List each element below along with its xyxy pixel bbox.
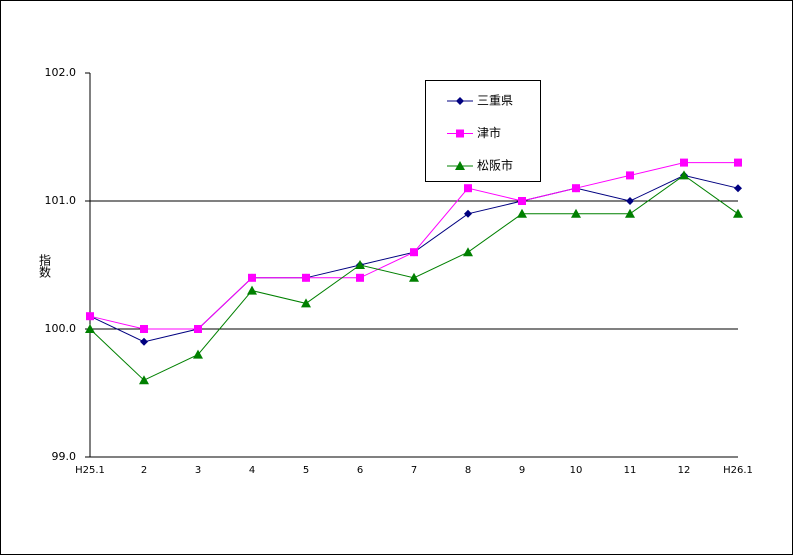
- data-point: [679, 170, 689, 180]
- data-point: [139, 375, 149, 385]
- data-point: [626, 171, 634, 180]
- data-point: [410, 248, 418, 257]
- x-tick-label: 3: [195, 465, 201, 476]
- x-tick-label: 5: [303, 465, 309, 476]
- x-tick-label: H25.1: [75, 465, 105, 476]
- data-point: [733, 208, 743, 218]
- data-point: [86, 312, 94, 321]
- legend-label: 松阪市: [477, 158, 513, 173]
- data-point: [194, 325, 202, 333]
- x-tick-label: 9: [519, 465, 525, 476]
- data-point: [626, 197, 634, 205]
- data-point: [517, 208, 527, 218]
- x-tick-label: 7: [411, 465, 417, 476]
- data-point: [571, 208, 581, 218]
- x-tick-label: H26.1: [723, 465, 753, 476]
- x-tick-label: 4: [249, 465, 255, 476]
- data-point: [518, 197, 526, 205]
- data-point: [572, 184, 580, 193]
- data-point: [355, 260, 365, 269]
- legend-marker: [456, 97, 464, 105]
- x-tick-label: 10: [570, 465, 583, 476]
- data-point: [301, 298, 311, 308]
- data-point: [140, 337, 148, 346]
- data-point: [463, 247, 473, 257]
- y-tick-label: 102.0: [45, 66, 77, 79]
- y-tick-label: 100.0: [45, 322, 77, 335]
- legend-label: 津市: [477, 125, 501, 140]
- data-point: [193, 349, 203, 359]
- x-tick-label: 8: [465, 465, 471, 476]
- data-point: [85, 324, 95, 333]
- legend-box: [425, 80, 541, 182]
- y-tick-label: 101.0: [45, 194, 77, 207]
- y-tick-label: 99.0: [52, 450, 77, 463]
- data-point: [302, 273, 310, 282]
- x-tick-label: 2: [141, 465, 147, 476]
- data-point: [409, 272, 419, 282]
- x-tick-label: 6: [357, 465, 363, 476]
- data-point: [734, 158, 742, 167]
- legend-marker: [456, 129, 464, 138]
- data-point: [680, 158, 688, 167]
- data-point: [140, 325, 148, 333]
- legend-label: 三重県: [477, 94, 513, 108]
- legend-marker: [455, 161, 465, 170]
- data-point: [356, 273, 364, 282]
- data-point: [248, 273, 256, 282]
- data-point: [625, 208, 635, 218]
- y-axis-label: 指数: [38, 253, 52, 279]
- data-point: [247, 285, 257, 295]
- data-point: [734, 184, 742, 193]
- data-point: [464, 209, 472, 218]
- x-tick-label: 11: [624, 465, 637, 476]
- x-tick-label: 12: [678, 465, 691, 476]
- data-point: [464, 184, 472, 193]
